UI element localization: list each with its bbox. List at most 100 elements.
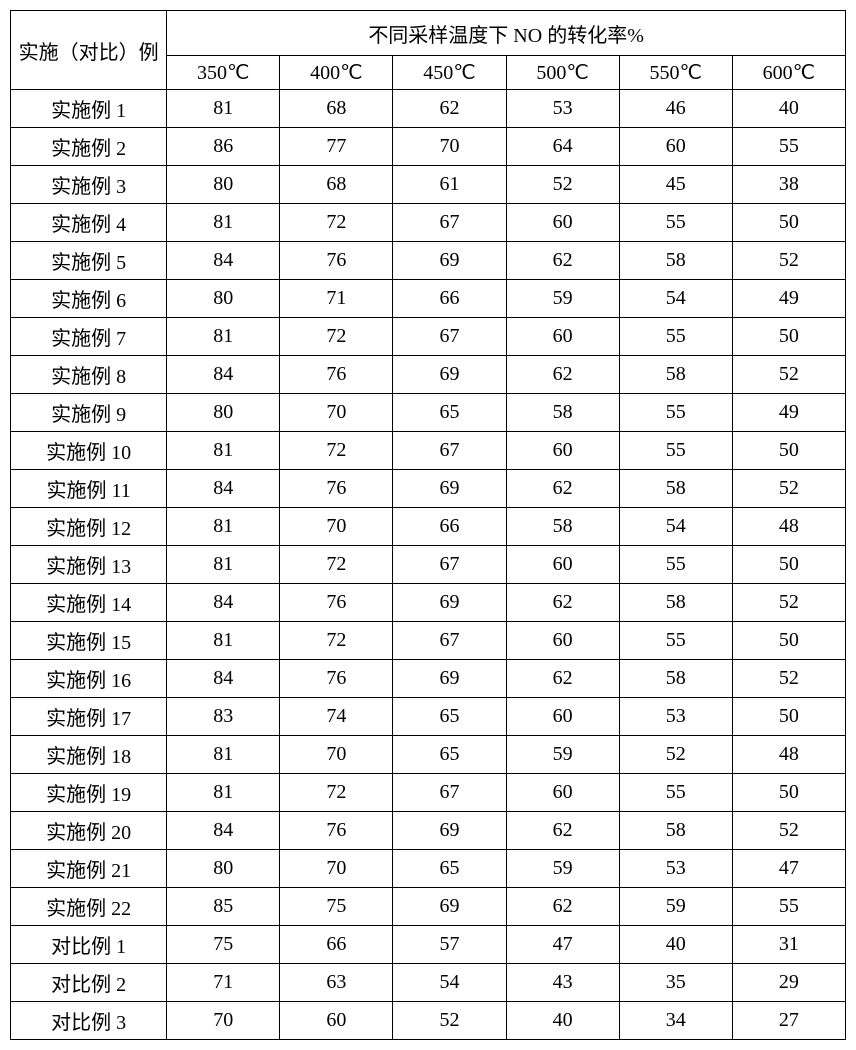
data-cell: 58 [506, 508, 619, 546]
row-label: 实施例 2 [11, 128, 167, 166]
col-header: 400℃ [280, 56, 393, 90]
data-cell: 60 [280, 1002, 393, 1040]
data-cell: 50 [732, 698, 845, 736]
table-row: 实施例 6807166595449 [11, 280, 846, 318]
data-cell: 65 [393, 394, 506, 432]
table-row: 实施例 13817267605550 [11, 546, 846, 584]
data-cell: 48 [732, 508, 845, 546]
data-cell: 61 [393, 166, 506, 204]
table-row: 实施例 14847669625852 [11, 584, 846, 622]
table-row: 对比例 2716354433529 [11, 964, 846, 1002]
col-header: 500℃ [506, 56, 619, 90]
table-row: 实施例 15817267605550 [11, 622, 846, 660]
data-cell: 49 [732, 280, 845, 318]
row-label: 实施例 1 [11, 90, 167, 128]
data-cell: 48 [732, 736, 845, 774]
conversion-rate-table: 实施（对比）例 不同采样温度下 NO 的转化率% 350℃ 400℃ 450℃ … [10, 10, 846, 1040]
data-cell: 77 [280, 128, 393, 166]
data-cell: 54 [393, 964, 506, 1002]
data-cell: 62 [506, 660, 619, 698]
data-cell: 68 [280, 166, 393, 204]
data-cell: 60 [506, 698, 619, 736]
data-cell: 54 [619, 280, 732, 318]
data-cell: 53 [619, 850, 732, 888]
row-label: 实施例 19 [11, 774, 167, 812]
data-cell: 81 [167, 774, 280, 812]
data-cell: 80 [167, 394, 280, 432]
data-cell: 69 [393, 660, 506, 698]
data-cell: 84 [167, 660, 280, 698]
row-label: 实施例 4 [11, 204, 167, 242]
row-label: 实施例 7 [11, 318, 167, 356]
data-cell: 81 [167, 546, 280, 584]
data-cell: 34 [619, 1002, 732, 1040]
data-cell: 71 [280, 280, 393, 318]
table-row: 实施例 3806861524538 [11, 166, 846, 204]
data-cell: 43 [506, 964, 619, 1002]
data-cell: 60 [506, 318, 619, 356]
data-cell: 62 [506, 812, 619, 850]
row-label: 实施例 10 [11, 432, 167, 470]
data-cell: 62 [506, 584, 619, 622]
data-cell: 83 [167, 698, 280, 736]
row-label: 实施例 22 [11, 888, 167, 926]
col-header: 600℃ [732, 56, 845, 90]
table-row: 实施例 19817267605550 [11, 774, 846, 812]
data-cell: 72 [280, 204, 393, 242]
table-row: 实施例 1816862534640 [11, 90, 846, 128]
data-cell: 58 [619, 470, 732, 508]
data-cell: 60 [506, 622, 619, 660]
data-cell: 67 [393, 774, 506, 812]
data-cell: 70 [280, 850, 393, 888]
data-cell: 27 [732, 1002, 845, 1040]
table-body: 实施例 1816862534640实施例 2867770646055实施例 38… [11, 90, 846, 1040]
data-cell: 68 [280, 90, 393, 128]
data-cell: 62 [393, 90, 506, 128]
data-cell: 62 [506, 470, 619, 508]
data-cell: 72 [280, 432, 393, 470]
data-cell: 47 [506, 926, 619, 964]
data-cell: 72 [280, 774, 393, 812]
data-cell: 58 [619, 812, 732, 850]
data-cell: 66 [280, 926, 393, 964]
data-cell: 53 [619, 698, 732, 736]
data-cell: 52 [732, 242, 845, 280]
data-cell: 76 [280, 356, 393, 394]
data-cell: 69 [393, 812, 506, 850]
data-cell: 55 [732, 128, 845, 166]
table-row: 实施例 2867770646055 [11, 128, 846, 166]
data-cell: 58 [619, 242, 732, 280]
table-row: 实施例 17837465605350 [11, 698, 846, 736]
table-row: 实施例 8847669625852 [11, 356, 846, 394]
data-cell: 66 [393, 280, 506, 318]
row-label: 对比例 2 [11, 964, 167, 1002]
data-cell: 65 [393, 698, 506, 736]
data-cell: 52 [732, 356, 845, 394]
table-row: 实施例 5847669625852 [11, 242, 846, 280]
data-cell: 58 [619, 660, 732, 698]
data-cell: 81 [167, 622, 280, 660]
data-cell: 75 [167, 926, 280, 964]
row-label: 实施例 12 [11, 508, 167, 546]
data-cell: 52 [619, 736, 732, 774]
data-cell: 72 [280, 318, 393, 356]
table-row: 实施例 20847669625852 [11, 812, 846, 850]
data-cell: 70 [280, 394, 393, 432]
table-row: 实施例 9807065585549 [11, 394, 846, 432]
data-cell: 70 [280, 736, 393, 774]
data-cell: 86 [167, 128, 280, 166]
data-cell: 62 [506, 242, 619, 280]
data-cell: 70 [167, 1002, 280, 1040]
data-cell: 69 [393, 584, 506, 622]
data-cell: 81 [167, 318, 280, 356]
data-cell: 67 [393, 432, 506, 470]
data-cell: 50 [732, 774, 845, 812]
data-cell: 55 [619, 394, 732, 432]
data-cell: 69 [393, 888, 506, 926]
data-cell: 31 [732, 926, 845, 964]
data-cell: 45 [619, 166, 732, 204]
table-row: 对比例 1756657474031 [11, 926, 846, 964]
data-cell: 72 [280, 546, 393, 584]
data-cell: 50 [732, 546, 845, 584]
row-label: 实施例 16 [11, 660, 167, 698]
